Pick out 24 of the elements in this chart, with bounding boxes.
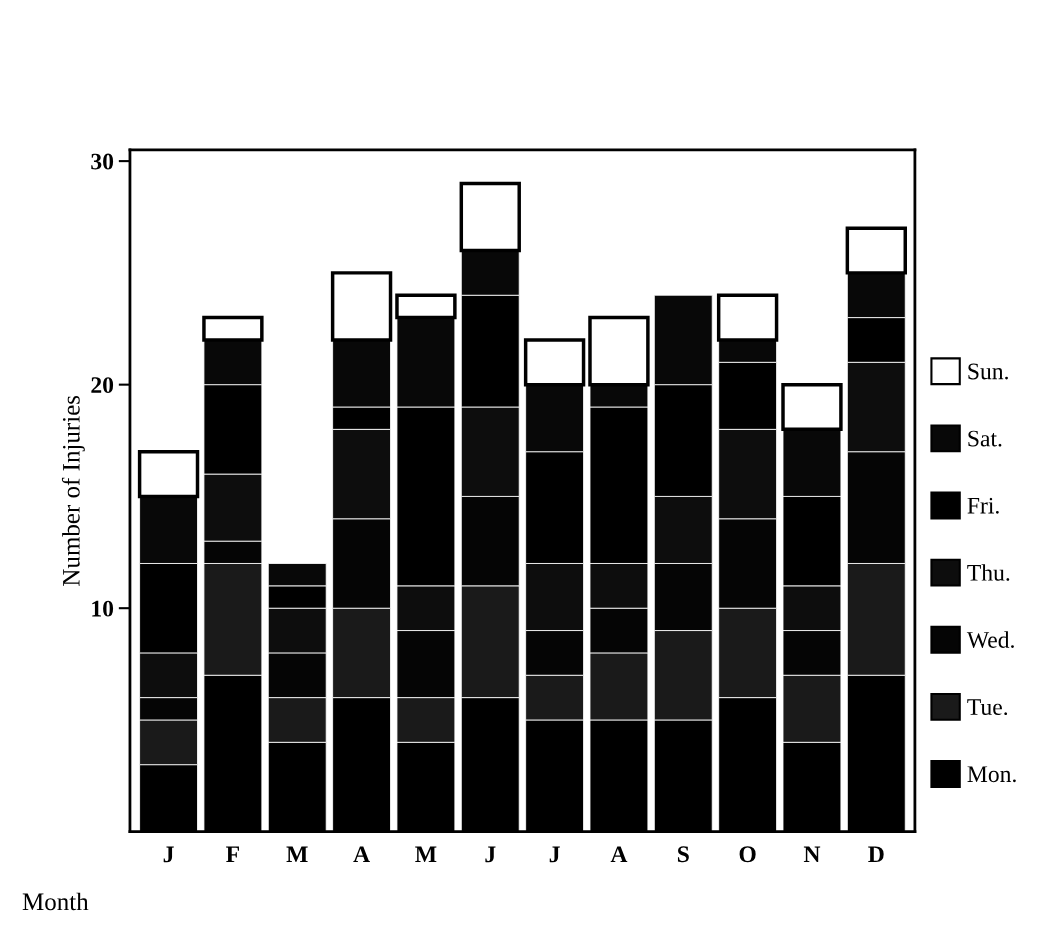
y-tick-label: 10 [92,600,114,617]
legend-label: Mon. [967,766,1016,783]
x-tick-label: O [739,846,756,863]
x-tick-label: S [677,846,689,863]
legend-label: Sun. [968,363,1008,380]
x-tick-label: J [549,846,560,863]
y-tick-label: 30 [91,153,114,170]
legend-label: Tue. [967,699,1008,716]
x-tick-label: D [868,846,884,863]
legend-label: Fri. [967,497,999,514]
x-tick-label: M [415,846,437,862]
x-tick-label: A [610,846,628,862]
x-tick-label: J [485,846,496,863]
x-tick-label: N [803,846,821,862]
x-tick-label: F [226,846,239,862]
x-tick-label: J [163,846,174,863]
y-tick-label: 20 [91,377,114,394]
x-tick-label: M [286,846,308,862]
y-axis-title: Number of Injuries [61,395,85,586]
legend-label: Sat. [968,430,1002,447]
x-tick-label: A [353,846,370,862]
legend-label: Thu. [967,564,1010,581]
legend-label: Wed. [966,631,1014,648]
x-axis-title: Month [22,892,89,911]
